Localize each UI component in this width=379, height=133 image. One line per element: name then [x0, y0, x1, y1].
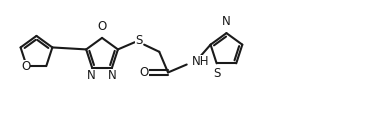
Text: N: N [87, 69, 96, 82]
Text: O: O [139, 66, 149, 79]
Text: S: S [135, 34, 142, 47]
Text: O: O [21, 60, 30, 73]
Text: N: N [222, 15, 231, 28]
Text: NH: NH [191, 55, 209, 68]
Text: S: S [213, 67, 220, 80]
Text: N: N [108, 69, 117, 82]
Text: O: O [97, 20, 106, 33]
